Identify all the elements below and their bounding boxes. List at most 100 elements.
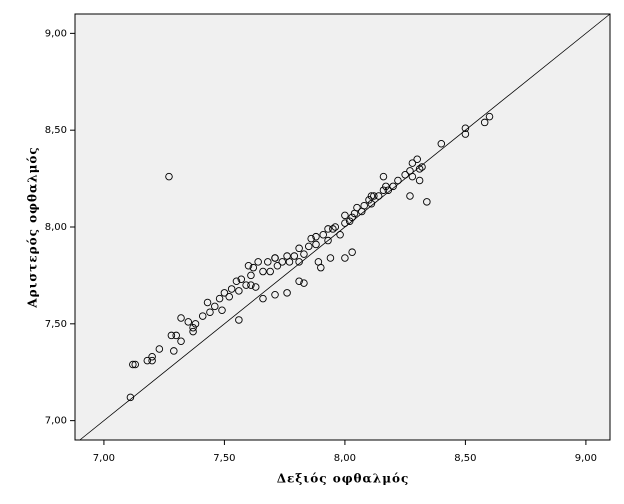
point [341,219,349,227]
point [249,263,258,272]
point [283,289,291,297]
point [348,248,356,256]
point [382,182,390,191]
point [203,298,212,307]
point [331,223,340,231]
y-tick-label: 7,00 [45,416,67,427]
point [379,172,388,181]
point [165,172,173,181]
point [155,345,164,353]
point [300,279,308,287]
point [485,112,494,121]
point [401,170,409,179]
point [290,252,299,260]
point [389,182,397,191]
y-tick-label: 8,00 [45,222,67,233]
x-axis-title: Δεξιός οφθαλμός [277,472,410,486]
point [415,165,424,173]
y-axis-title: Αριστερός οφθαλμός [26,146,40,308]
point [295,277,303,285]
point [131,360,139,369]
point [191,320,200,328]
x-tick-label: 8,50 [454,453,476,464]
point [384,186,393,194]
point [129,360,137,369]
reference-line [79,13,611,441]
point [184,318,193,326]
point [218,306,226,315]
point [259,267,267,276]
point [170,347,178,355]
point [273,261,282,270]
point [143,356,152,365]
point [206,308,214,316]
x-tick-label: 7,50 [213,453,235,464]
point [278,258,287,266]
point [227,285,236,293]
point [367,192,376,200]
point [312,240,320,249]
plot-area [74,13,611,441]
point [254,258,262,266]
point [408,172,417,181]
point [480,118,489,127]
y-tick-label: 7,50 [45,319,67,330]
point [305,242,313,251]
point [295,244,303,253]
point [148,352,156,361]
point [126,393,135,402]
point [148,356,156,365]
point [319,230,327,239]
point [418,163,426,171]
point [312,232,320,241]
point [300,250,308,258]
point [408,159,417,167]
point [360,201,368,210]
point [247,271,255,280]
point [198,312,207,320]
point [244,261,253,270]
point [341,254,349,262]
point [211,302,219,311]
x-tick-label: 8,00 [334,453,356,464]
point [189,323,197,332]
point [242,281,250,289]
point [251,283,260,291]
point [237,275,246,284]
point [307,234,315,243]
y-tick-label: 8,50 [45,125,67,136]
point [317,263,325,272]
x-tick-label: 7,00 [93,453,115,464]
point [406,192,414,200]
point [189,327,197,336]
x-tick-label: 9,00 [575,453,597,464]
point [172,331,180,340]
point [379,186,388,194]
point [423,198,431,206]
point [177,337,185,345]
point [167,331,176,340]
point [264,258,272,266]
point [341,211,349,220]
point [437,139,446,148]
point [324,236,332,245]
point [266,267,274,276]
point [348,213,356,222]
point [215,294,224,303]
point [374,192,383,200]
point [365,196,373,204]
point [336,230,344,239]
point [247,281,255,289]
point [225,292,233,301]
point [324,225,332,233]
y-tick-label: 9,00 [45,28,67,39]
point [232,277,241,285]
point [259,294,267,303]
point [461,130,470,138]
point [235,287,243,295]
point [271,291,279,299]
point [295,258,303,266]
point [271,254,279,262]
point [394,176,402,185]
